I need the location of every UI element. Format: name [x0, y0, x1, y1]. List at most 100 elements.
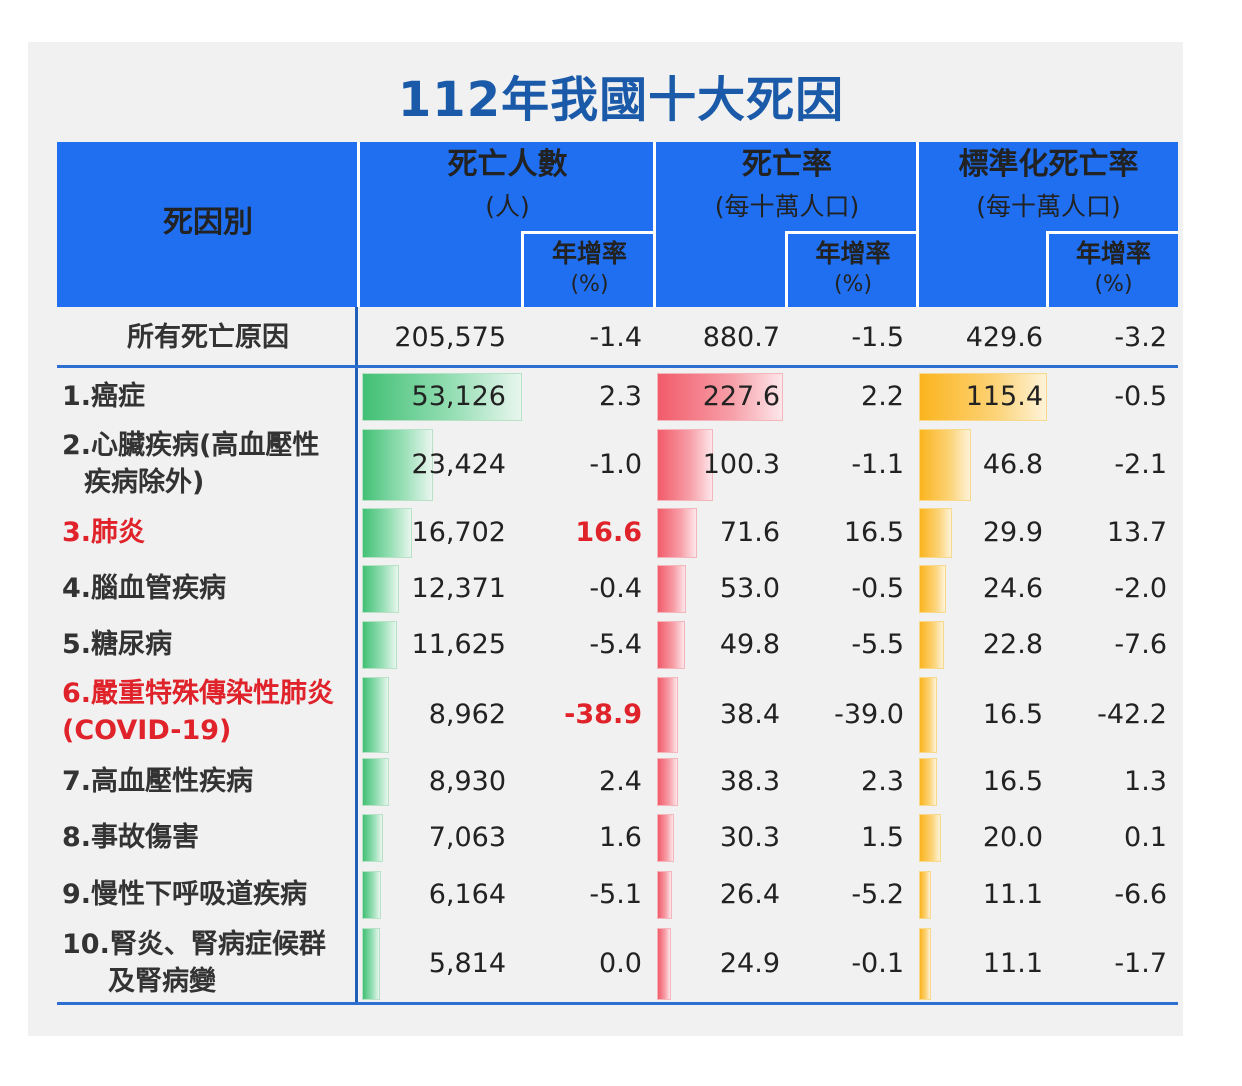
rate-bar — [657, 758, 679, 806]
std-rate-value: 46.8 — [982, 449, 1043, 480]
header-std-title: 標準化死亡率 — [958, 147, 1139, 182]
std-rate-value: 16.5 — [982, 699, 1043, 730]
rate-growth-value: -5.5 — [851, 629, 904, 660]
header-std-growth-cell: 年增率 (%) — [1046, 231, 1178, 307]
std-rate-value: 22.8 — [982, 629, 1043, 660]
total-rate: 880.7 — [702, 322, 780, 353]
row-label: 8.事故傷害 — [62, 822, 200, 853]
header-deaths-growth-cell: 年增率 (%) — [521, 231, 655, 307]
deaths-bar — [362, 429, 433, 501]
rate-bar — [657, 814, 674, 862]
deaths-bar — [362, 621, 397, 669]
rate-value: 53.0 — [719, 573, 780, 604]
std-rate-bar — [919, 677, 938, 753]
total-row-rule — [57, 365, 1178, 368]
deaths-growth-value: 2.3 — [599, 381, 642, 412]
row-label: 9.慢性下呼吸道疾病 — [62, 879, 308, 910]
deaths-value: 6,164 — [428, 879, 506, 910]
std-rate-bar — [919, 429, 971, 501]
std-growth-value: -0.5 — [1114, 381, 1167, 412]
deaths-growth-value: 0.0 — [599, 948, 642, 979]
std-growth-value: 13.7 — [1106, 517, 1167, 548]
total-rate-growth: -1.5 — [851, 322, 904, 353]
table-header — [57, 142, 1178, 307]
rate-bar — [657, 677, 679, 753]
deaths-growth-value: -1.0 — [589, 449, 642, 480]
rate-bar — [657, 373, 783, 421]
rate-value: 38.3 — [719, 766, 780, 797]
std-growth-value: 0.1 — [1124, 822, 1167, 853]
deaths-bar — [362, 814, 384, 862]
total-label: 所有死亡原因 — [127, 322, 289, 353]
deaths-growth-value: 2.4 — [599, 766, 642, 797]
deaths-value: 16,702 — [411, 517, 506, 548]
header-deaths-growth-unit: (%) — [570, 272, 609, 297]
label-column-divider — [355, 307, 358, 1004]
std-rate-bar — [919, 928, 932, 1000]
header-rate-growth-cell: 年增率 (%) — [785, 231, 918, 307]
rate-growth-value: -0.5 — [851, 573, 904, 604]
header-std-unit: (每十萬人口) — [976, 192, 1121, 221]
std-rate-value: 16.5 — [982, 766, 1043, 797]
rate-value: 71.6 — [719, 517, 780, 548]
header-std-cell — [916, 142, 1178, 307]
header-deaths-cell — [357, 142, 655, 307]
header-rate-cell — [653, 142, 918, 307]
std-rate-bar — [919, 373, 1047, 421]
std-growth-value: -42.2 — [1097, 699, 1167, 730]
deaths-growth-value: 16.6 — [575, 517, 642, 548]
rate-value: 24.9 — [719, 948, 780, 979]
std-rate-value: 20.0 — [982, 822, 1043, 853]
row-label-cont: (COVID-19) — [62, 715, 232, 746]
total-std-growth: -3.2 — [1114, 322, 1167, 353]
deaths-bar — [362, 677, 389, 753]
rate-value: 100.3 — [702, 449, 780, 480]
row-label: 6.嚴重特殊傳染性肺炎 — [62, 678, 335, 709]
std-rate-bar — [919, 871, 932, 919]
rate-bar — [657, 565, 687, 613]
std-growth-value: -2.1 — [1114, 449, 1167, 480]
rate-bar — [657, 621, 685, 669]
rate-growth-value: 2.3 — [861, 766, 904, 797]
std-rate-bar — [919, 814, 942, 862]
deaths-bar — [362, 871, 381, 919]
header-std-growth: 年增率 — [1075, 239, 1151, 268]
row-label: 7.高血壓性疾病 — [62, 766, 254, 797]
std-rate-value: 29.9 — [982, 517, 1043, 548]
rate-value: 227.6 — [702, 381, 780, 412]
header-deaths-unit: (人) — [485, 192, 530, 221]
std-growth-value: 1.3 — [1124, 766, 1167, 797]
std-rate-value: 11.1 — [982, 948, 1043, 979]
deaths-bar — [362, 373, 522, 421]
chart-title: 112年我國十大死因 — [397, 72, 845, 128]
deaths-value: 7,063 — [428, 822, 506, 853]
std-rate-value: 11.1 — [982, 879, 1043, 910]
header-std-growth-unit: (%) — [1094, 272, 1133, 297]
total-std-rate: 429.6 — [965, 322, 1043, 353]
rate-bar — [657, 508, 697, 558]
std-rate-bar — [919, 508, 953, 558]
std-growth-value: -6.6 — [1114, 879, 1167, 910]
deaths-bar — [362, 508, 413, 558]
deaths-value: 53,126 — [411, 381, 506, 412]
header-cause-label: 死因別 — [163, 205, 253, 240]
row-label: 1.癌症 — [62, 381, 146, 412]
std-rate-bar — [919, 758, 938, 806]
rate-growth-value: -1.1 — [851, 449, 904, 480]
rate-value: 26.4 — [719, 879, 780, 910]
rate-value: 30.3 — [719, 822, 780, 853]
header-rate-growth-unit: (%) — [833, 272, 873, 297]
total-deaths: 205,575 — [394, 322, 506, 353]
deaths-value: 5,814 — [428, 948, 506, 979]
std-growth-value: -7.6 — [1114, 629, 1167, 660]
rate-growth-value: -0.1 — [851, 948, 904, 979]
std-rate-bar — [919, 621, 945, 669]
rate-value: 49.8 — [719, 629, 780, 660]
deaths-value: 11,625 — [411, 629, 506, 660]
row-label: 10.腎炎、腎病症候群 — [62, 929, 326, 960]
deaths-bar — [362, 928, 380, 1000]
rate-bar — [657, 928, 671, 1000]
row-label-cont: 疾病除外) — [84, 467, 205, 498]
row-label: 2.心臟疾病(高血壓性 — [62, 430, 320, 461]
